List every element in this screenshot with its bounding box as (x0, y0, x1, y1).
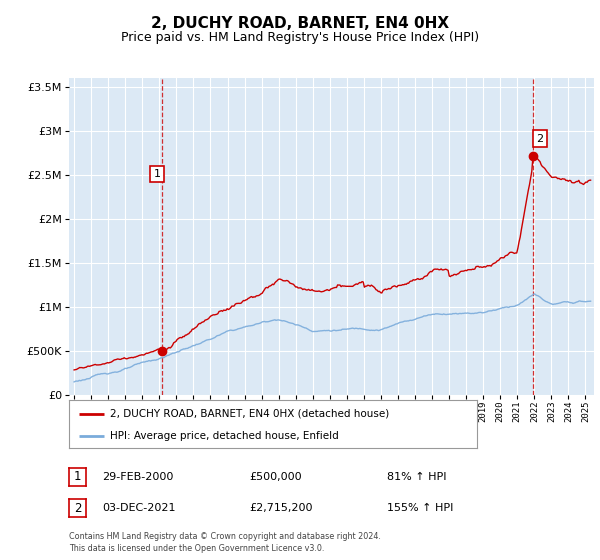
Text: HPI: Average price, detached house, Enfield: HPI: Average price, detached house, Enfi… (110, 431, 338, 441)
Text: Price paid vs. HM Land Registry's House Price Index (HPI): Price paid vs. HM Land Registry's House … (121, 31, 479, 44)
Text: £500,000: £500,000 (249, 472, 302, 482)
Text: 2, DUCHY ROAD, BARNET, EN4 0HX: 2, DUCHY ROAD, BARNET, EN4 0HX (151, 16, 449, 31)
Text: 29-FEB-2000: 29-FEB-2000 (102, 472, 173, 482)
Text: 1: 1 (154, 169, 160, 179)
Text: 2, DUCHY ROAD, BARNET, EN4 0HX (detached house): 2, DUCHY ROAD, BARNET, EN4 0HX (detached… (110, 409, 389, 419)
Text: Contains HM Land Registry data © Crown copyright and database right 2024.
This d: Contains HM Land Registry data © Crown c… (69, 533, 381, 553)
Text: 81% ↑ HPI: 81% ↑ HPI (387, 472, 446, 482)
Text: £2,715,200: £2,715,200 (249, 503, 313, 514)
Text: 2: 2 (74, 502, 81, 515)
Text: 155% ↑ HPI: 155% ↑ HPI (387, 503, 454, 514)
Text: 03-DEC-2021: 03-DEC-2021 (102, 503, 176, 514)
Text: 1: 1 (74, 470, 81, 483)
Text: 2: 2 (536, 134, 544, 143)
